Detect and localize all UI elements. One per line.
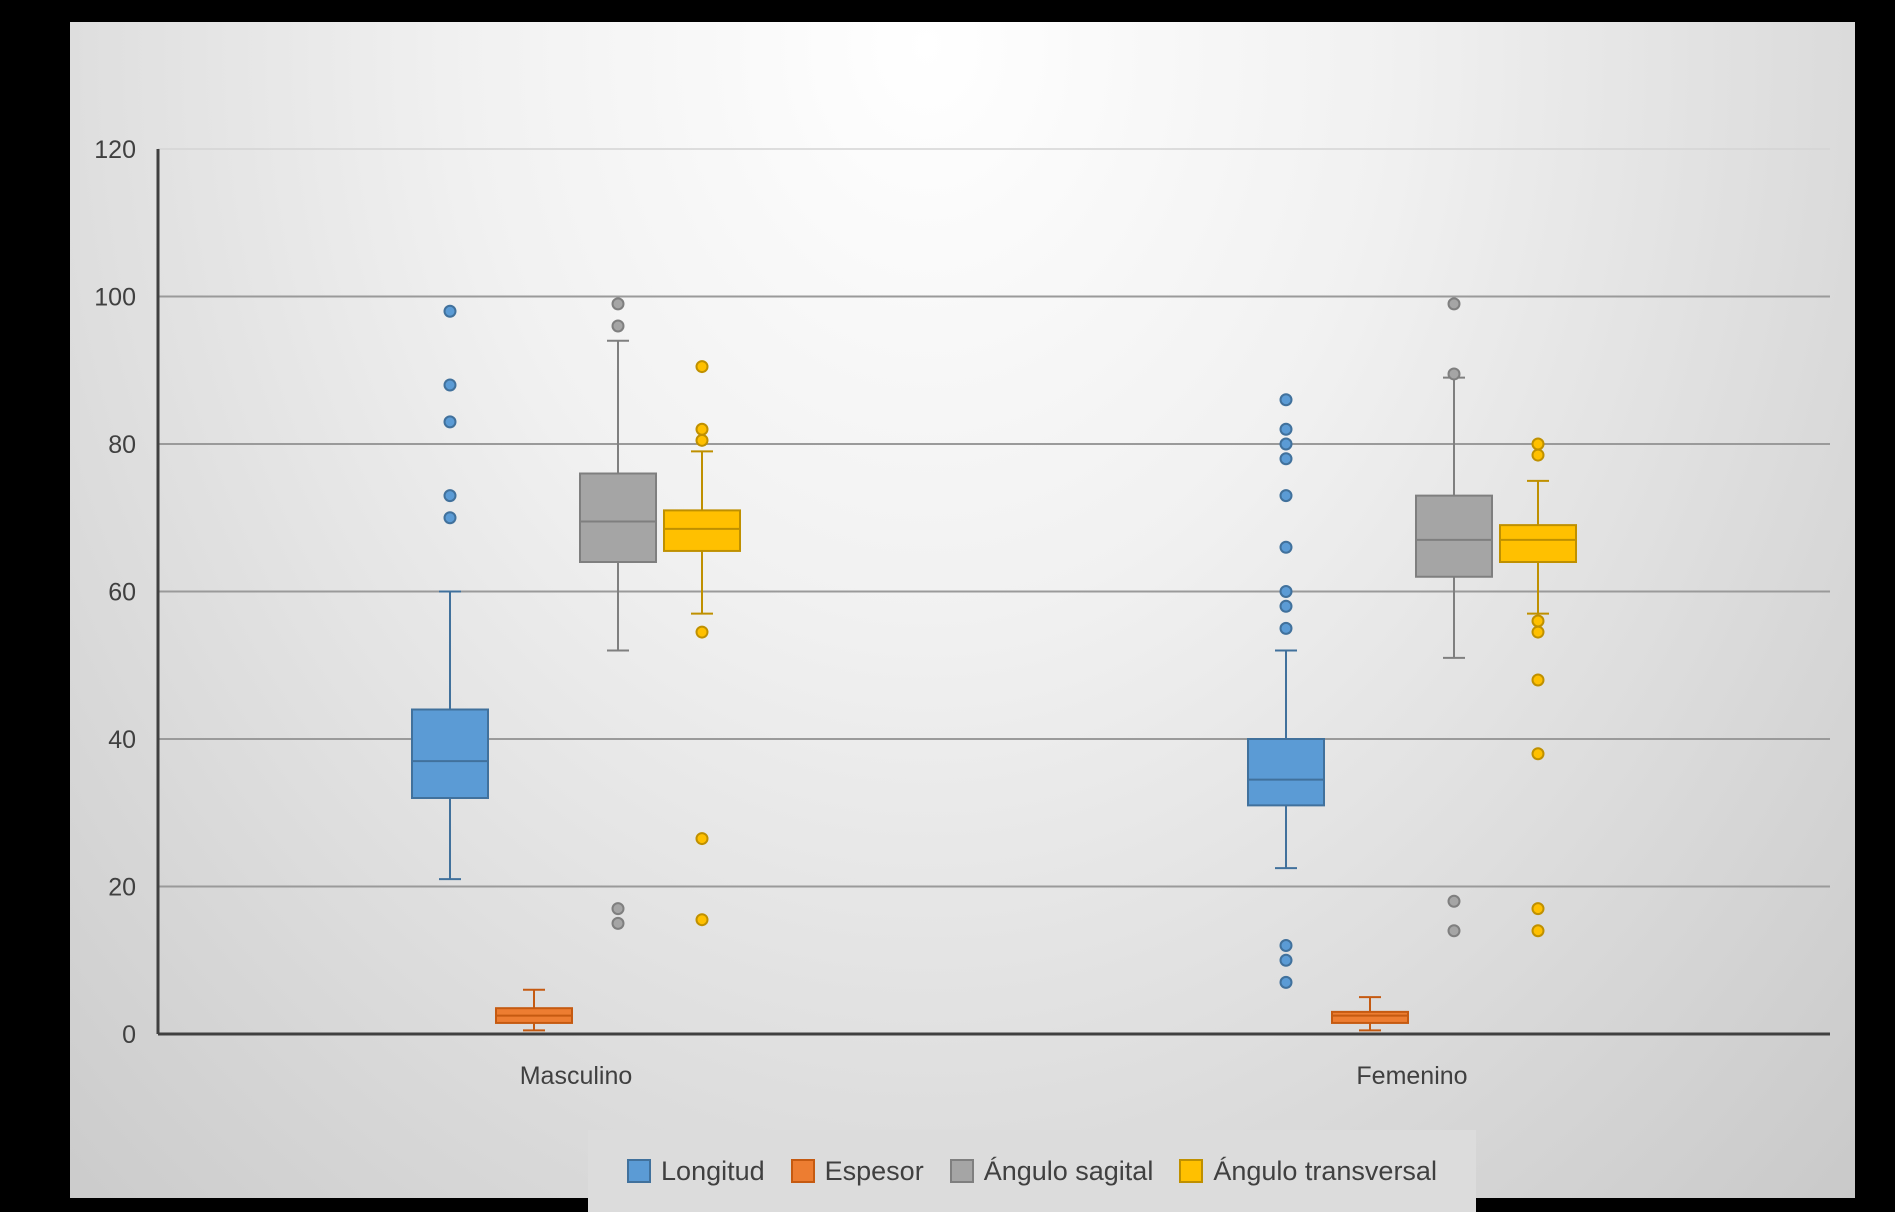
box-plots xyxy=(411,297,1577,1032)
box-plot--ngulo-transversal-masculino xyxy=(663,360,741,927)
box-iqr xyxy=(1331,1010,1409,1024)
outlier-point xyxy=(1279,953,1293,967)
legend-swatch xyxy=(627,1159,652,1183)
box-plot-longitud-masculino xyxy=(411,304,489,881)
x-category-label: Masculino xyxy=(520,1062,633,1090)
outlier-point xyxy=(1531,625,1545,639)
outlier-point xyxy=(443,489,457,503)
outlier-point xyxy=(695,433,709,447)
outlier-point xyxy=(611,916,625,930)
outlier-point xyxy=(695,913,709,927)
outlier-point xyxy=(1531,902,1545,916)
legend-item: Ángulo transversal xyxy=(1179,1156,1437,1187)
y-tick-label: 100 xyxy=(94,284,136,312)
box-iqr xyxy=(1247,738,1325,807)
outlier-point xyxy=(1279,452,1293,466)
legend-swatch xyxy=(790,1159,815,1183)
outlier-point xyxy=(1279,393,1293,407)
boxplot-chart: 0 20 40 60 80 100 120 Masculino Femenino xyxy=(94,136,1830,1090)
outlier-point xyxy=(443,511,457,525)
outlier-point xyxy=(443,304,457,318)
box-iqr xyxy=(663,509,741,552)
outlier-point xyxy=(1279,489,1293,503)
axes xyxy=(156,149,1830,1036)
outlier-point xyxy=(695,422,709,436)
outlier-point xyxy=(695,360,709,374)
outlier-point xyxy=(611,297,625,311)
outlier-point xyxy=(443,378,457,392)
outlier-point xyxy=(443,415,457,429)
y-tick-labels: 0 20 40 60 80 100 120 xyxy=(94,136,136,1049)
box-plot-espesor-femenino xyxy=(1331,996,1409,1032)
outlier-point xyxy=(1279,599,1293,613)
y-tick-label: 120 xyxy=(94,136,136,164)
outlier-point xyxy=(1531,673,1545,687)
outlier-point xyxy=(1279,540,1293,554)
x-category-label: Femenino xyxy=(1356,1062,1467,1090)
legend-item: Longitud xyxy=(627,1156,765,1187)
chart-panel: 0 20 40 60 80 100 120 Masculino Femenino Longit… xyxy=(70,22,1855,1212)
gridlines xyxy=(158,148,1830,888)
outlier-point xyxy=(1531,437,1545,451)
outlier-point xyxy=(611,902,625,916)
outlier-point xyxy=(611,319,625,333)
outlier-point xyxy=(695,832,709,846)
legend-item: Ángulo sagital xyxy=(949,1155,1154,1187)
legend-swatch xyxy=(1179,1159,1204,1183)
y-tick-label: 0 xyxy=(122,1021,136,1049)
box-iqr xyxy=(1499,524,1577,563)
outlier-point xyxy=(1531,614,1545,628)
outlier-point xyxy=(695,625,709,639)
y-tick-label: 60 xyxy=(108,579,136,607)
outlier-point xyxy=(1531,747,1545,761)
legend-label: Ángulo sagital xyxy=(983,1155,1154,1186)
outlier-point xyxy=(1279,621,1293,635)
outlier-point xyxy=(1279,422,1293,436)
outlier-point xyxy=(1279,939,1293,952)
legend: Longitud Espesor Ángulo sagital Ángulo tran… xyxy=(588,1130,1476,1212)
outlier-point xyxy=(1447,297,1461,311)
legend-swatch xyxy=(949,1159,974,1183)
box-plot--ngulo-sagital-masculino xyxy=(579,297,657,930)
outlier-point xyxy=(1531,924,1545,938)
box-plot-espesor-masculino xyxy=(495,988,573,1032)
box-iqr xyxy=(411,708,489,799)
box-plot--ngulo-sagital-femenino xyxy=(1415,297,1493,938)
outlier-point xyxy=(1531,448,1545,462)
outlier-point xyxy=(1447,924,1461,938)
outlier-point xyxy=(1447,367,1461,381)
y-tick-label: 40 xyxy=(108,726,136,754)
box-plot--ngulo-transversal-femenino xyxy=(1499,437,1577,938)
outlier-point xyxy=(1279,975,1293,989)
legend-label: Longitud xyxy=(661,1155,765,1186)
y-tick-label: 20 xyxy=(108,874,136,902)
legend-label: Ángulo transversal xyxy=(1213,1155,1437,1186)
outlier-point xyxy=(1279,585,1293,598)
legend-item: Espesor xyxy=(790,1155,924,1187)
x-category-labels: Masculino Femenino xyxy=(520,1062,1468,1090)
box-iqr xyxy=(1415,494,1493,578)
legend-label: Espesor xyxy=(824,1155,924,1186)
box-iqr xyxy=(579,472,657,563)
y-tick-label: 80 xyxy=(108,431,136,459)
outlier-point xyxy=(1447,894,1461,908)
box-plot-longitud-femenino xyxy=(1247,393,1325,989)
outlier-point xyxy=(1279,437,1293,451)
